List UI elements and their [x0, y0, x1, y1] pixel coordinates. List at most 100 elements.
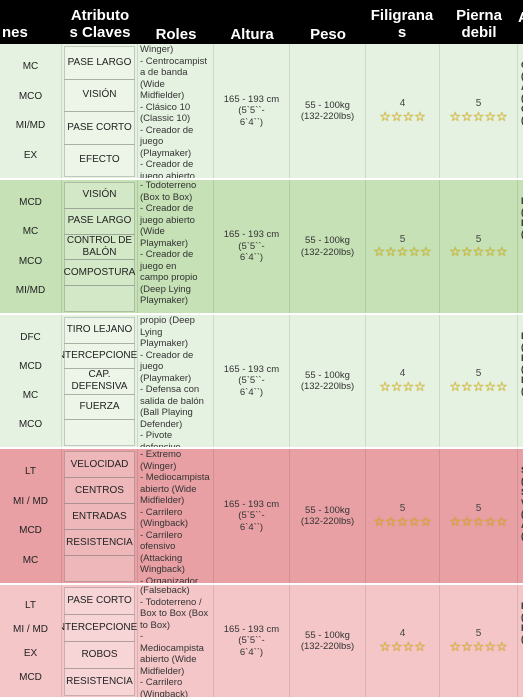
star-icon: ☆: [449, 244, 462, 260]
position-label: LT: [25, 466, 36, 478]
peso-cell[interactable]: 55 - 100kg (132-220lbs): [290, 585, 366, 697]
filigranas-cell[interactable]: 4 ☆☆☆☆: [366, 315, 440, 447]
header-extra[interactable]: A: [518, 0, 523, 53]
peso-cell[interactable]: 55 - 100kg (132-220lbs): [290, 44, 366, 178]
positions-list: LT MI / MD MCD MC: [0, 449, 61, 583]
peso-cell[interactable]: 55 - 100kg (132-220lbs): [290, 449, 366, 583]
filigranas-wrap: 4 ☆☆☆☆: [366, 585, 439, 697]
positions-cell[interactable]: LT MI / MD MCD MC: [0, 449, 62, 583]
pierna-cell[interactable]: 5 ☆☆☆☆☆: [440, 585, 518, 697]
roles-cell[interactable]: (Falseback) - Todoterreno / Box to Box (…: [138, 585, 214, 697]
header-attributes[interactable]: Atributo s Claves: [69, 7, 131, 41]
star-rating: ☆☆☆☆: [379, 379, 426, 394]
star-icon: ☆: [472, 108, 485, 124]
header-pierna-debil[interactable]: Pierna debil: [456, 7, 502, 41]
star-rating: ☆☆☆☆: [379, 108, 426, 124]
star-icon: ☆: [461, 108, 473, 124]
altura-value: 165 - 193 cm (5`5``- 6`4``): [223, 229, 280, 264]
extra-cell[interactable]: E ( E ( E (: [518, 315, 523, 447]
attribute-box: PASE CORTO: [64, 111, 135, 145]
header-altura[interactable]: Altura: [230, 26, 274, 43]
star-icon: ☆: [390, 638, 403, 654]
roles-cell[interactable]: - Extremo (Winger) - Mediocampista abier…: [138, 449, 214, 583]
extra-cell[interactable]: F ( F (: [518, 585, 523, 697]
altura-cell[interactable]: 165 - 193 cm (5`5``- 6`4``): [214, 449, 290, 583]
attribute-box: EFECTO: [64, 143, 135, 177]
star-icon: ☆: [414, 638, 426, 654]
pierna-wrap: 5 ☆☆☆☆☆: [440, 44, 517, 178]
star-icon: ☆: [461, 513, 473, 529]
header-positions[interactable]: nes: [2, 24, 28, 41]
roles-cell[interactable]: - Todoterreno (Box to Box) - Creador de …: [138, 180, 214, 313]
star-icon: ☆: [484, 513, 496, 529]
pierna-number: 5: [475, 368, 482, 380]
extra-cell[interactable]: S ( S V ( A (: [518, 449, 523, 583]
extra-cell[interactable]: C ( A ( C (: [518, 44, 523, 178]
attribute-box: PASE LARGO: [64, 46, 135, 80]
peso-wrap: 55 - 100kg (132-220lbs): [290, 315, 365, 447]
peso-wrap: 55 - 100kg (132-220lbs): [290, 44, 365, 178]
attribute-box: COMPOSTURA: [64, 259, 135, 287]
attributes-cell[interactable]: VISIÓN PASE LARGO CONTROL DE BALÓN COMPOSTU…: [62, 180, 138, 313]
star-icon: ☆: [495, 513, 508, 529]
roles-cell[interactable]: propio (Deep Lying Playmaker) - Creador …: [138, 315, 214, 447]
positions-list: LT MI / MD EX MCD: [0, 585, 61, 697]
attributes-list: TIRO LEJANOINTERCEPCIONESCAP. DEFENSIVAF…: [62, 315, 137, 447]
filigranas-cell[interactable]: 4 ☆☆☆☆: [366, 585, 440, 697]
star-rating: ☆☆☆☆☆: [373, 514, 431, 529]
position-label: MCO: [18, 419, 43, 430]
attributes-cell[interactable]: PASE CORTOINTERCEPCIONESROBOSRESISTENCIA: [62, 585, 138, 697]
pierna-cell[interactable]: 5 ☆☆☆☆☆: [440, 449, 518, 583]
attribute-box: PASE LARGO: [64, 207, 135, 235]
star-icon: ☆: [390, 108, 403, 124]
filigranas-cell[interactable]: 5 ☆☆☆☆☆: [366, 180, 440, 313]
filigranas-cell[interactable]: 5 ☆☆☆☆☆: [366, 449, 440, 583]
header-roles[interactable]: Roles: [155, 26, 197, 43]
extra-cell[interactable]: E ( E (: [518, 180, 523, 313]
peso-cell[interactable]: 55 - 100kg (132-220lbs): [290, 315, 366, 447]
star-icon: ☆: [402, 638, 415, 654]
star-icon: ☆: [484, 244, 496, 260]
filigranas-wrap: 5 ☆☆☆☆☆: [366, 449, 439, 583]
altura-cell[interactable]: 165 - 193 cm (5`5``- 6`4``): [214, 315, 290, 447]
peso-cell[interactable]: 55 - 100kg (132-220lbs): [290, 180, 366, 313]
header-filigranas[interactable]: Filigrana s: [370, 7, 434, 41]
positions-cell[interactable]: MC MCO MI/MD EX: [0, 44, 62, 178]
attributes-cell[interactable]: VELOCIDAD CENTROS ENTRADAS RESISTENCIA: [62, 449, 138, 583]
positions-cell[interactable]: DFC MCD MC MCO: [0, 315, 62, 447]
attributes-cell[interactable]: PASE LARGO VISIÓN PASE CORTO EFECTO: [62, 44, 138, 178]
filigranas-wrap: 4 ☆☆☆☆: [366, 44, 439, 178]
filigranas-number: 5: [399, 233, 406, 245]
filigranas-cell[interactable]: 4 ☆☆☆☆: [366, 44, 440, 178]
attributes-list: PASE CORTOINTERCEPCIONESROBOSRESISTENCIA: [62, 585, 137, 697]
roles-cell[interactable]: Winger) - Centrocampist a de banda (Wide…: [138, 44, 214, 178]
extra-text: C ( A ( C (: [518, 44, 523, 126]
header-peso[interactable]: Peso: [310, 26, 346, 43]
positions-cell[interactable]: LT MI / MD EX MCD: [0, 585, 62, 697]
peso-value: 55 - 100kg (132-220lbs): [300, 629, 355, 653]
pierna-wrap: 5 ☆☆☆☆☆: [440, 180, 517, 313]
pierna-cell[interactable]: 5 ☆☆☆☆☆: [440, 315, 518, 447]
altura-cell[interactable]: 165 - 193 cm (5`5``- 6`4``): [214, 180, 290, 313]
pierna-wrap: 5 ☆☆☆☆☆: [440, 449, 517, 583]
star-icon: ☆: [414, 108, 426, 124]
altura-cell[interactable]: 165 - 193 cm (5`5``- 6`4``): [214, 44, 290, 178]
attributes-list: PASE LARGO VISIÓN PASE CORTO EFECTO: [62, 44, 137, 178]
position-label: MI / MD: [13, 495, 48, 507]
star-icon: ☆: [461, 378, 473, 394]
altura-cell[interactable]: 165 - 193 cm (5`5``- 6`4``): [214, 585, 290, 697]
attribute-box: [64, 419, 135, 446]
attributes-cell[interactable]: TIRO LEJANOINTERCEPCIONESCAP. DEFENSIVAF…: [62, 315, 138, 447]
star-rating: ☆☆☆☆: [379, 638, 426, 654]
star-icon: ☆: [396, 244, 409, 260]
pierna-cell[interactable]: 5 ☆☆☆☆☆: [440, 44, 518, 178]
positions-list: MCD MC MCO MI/MD: [0, 180, 61, 313]
altura-wrap: 165 - 193 cm (5`5``- 6`4``): [214, 315, 289, 447]
star-icon: ☆: [495, 638, 508, 654]
star-icon: ☆: [484, 108, 496, 124]
peso-wrap: 55 - 100kg (132-220lbs): [290, 449, 365, 583]
positions-cell[interactable]: MCD MC MCO MI/MD: [0, 180, 62, 313]
star-rating: ☆☆☆☆☆: [449, 638, 508, 654]
position-label: MCO: [18, 255, 43, 267]
pierna-cell[interactable]: 5 ☆☆☆☆☆: [440, 180, 518, 313]
